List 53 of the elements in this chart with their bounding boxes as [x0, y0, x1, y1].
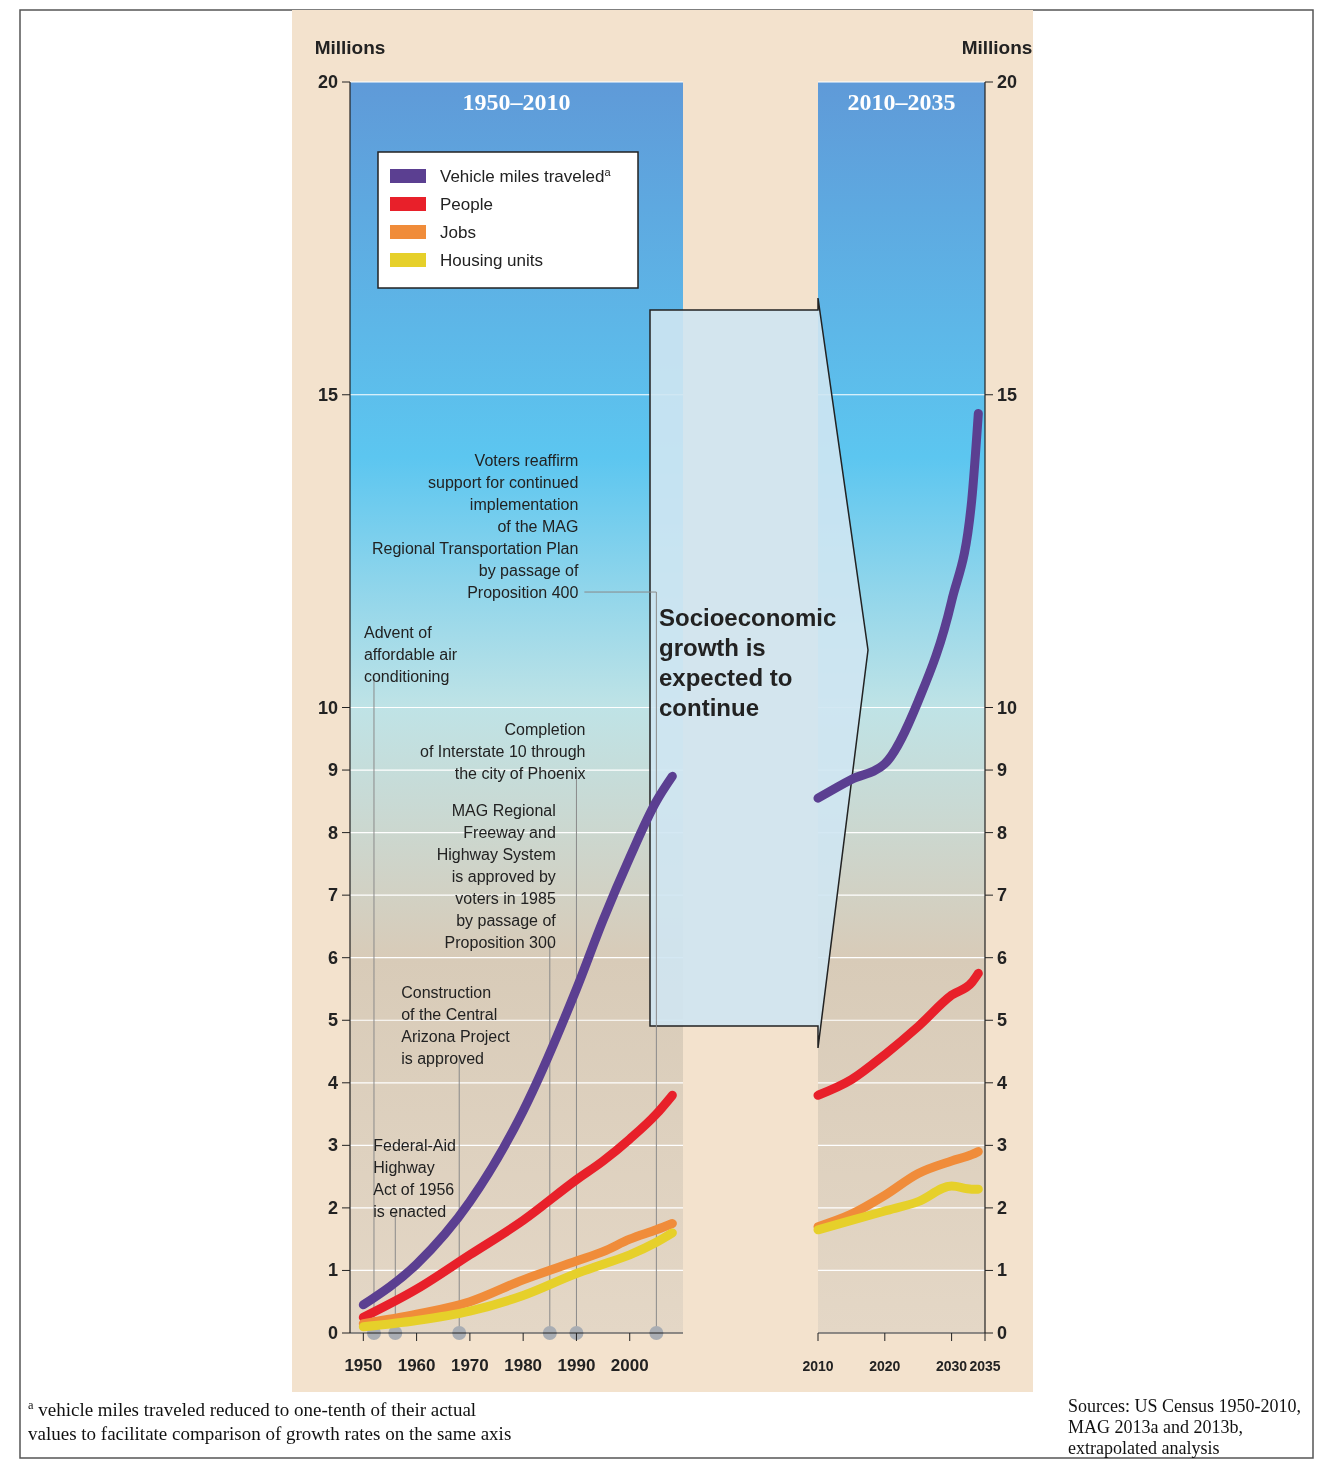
legend-label: Jobs — [440, 223, 476, 242]
x-tick-label: 2000 — [610, 1356, 649, 1375]
y-tick-label: 4 — [997, 1072, 1008, 1093]
y-tick-label: 8 — [327, 822, 338, 843]
y-tick-label: 5 — [997, 1010, 1008, 1031]
y-tick-label: 9 — [327, 760, 338, 781]
y-tick-label: 3 — [327, 1135, 338, 1156]
y-tick-label: 0 — [997, 1323, 1008, 1343]
y-tick-label: 15 — [317, 384, 338, 405]
y-tick-label: 2 — [327, 1197, 338, 1218]
y-tick-label: 9 — [997, 760, 1008, 781]
ref-line-label: Advent of affordable air conditioning — [363, 624, 458, 686]
y-tick-label: 1 — [327, 1260, 338, 1281]
ref-line-label: Voters reaffirm support for continued implementation of the MAG Regional Transportation Plan by passage of Proposition 400 — [372, 452, 579, 602]
y-axis-title: Millions — [961, 37, 1033, 58]
annotation: Socioeconomic growth is expected to continue — [659, 604, 837, 721]
legend-label: Vehicle miles traveled$^{a}$ — [440, 166, 612, 186]
y-tick-label: 7 — [997, 885, 1008, 906]
source-note: Sources: US Census 1950-2010, MAG 2013a and 2013b, extrapolated analysis — [1068, 1396, 1301, 1458]
x-tick-label: 2010 — [802, 1358, 834, 1374]
y-tick-label: 0 — [327, 1323, 338, 1343]
x-tick-label: 1970 — [450, 1356, 489, 1375]
x-tick-label: 1980 — [504, 1356, 543, 1375]
chart-title: 2010–2035 — [847, 89, 956, 115]
x-tick-label: 2020 — [869, 1358, 901, 1374]
y-tick-label: 2 — [997, 1197, 1008, 1218]
chart-title: 1950–2010 — [462, 89, 571, 115]
x-tick-label: 2035 — [969, 1358, 1001, 1374]
y-axis-title: Millions — [314, 37, 386, 58]
legend-label: People — [440, 195, 493, 214]
y-tick-label: 7 — [327, 885, 338, 906]
x-tick-label: 1990 — [557, 1356, 596, 1375]
x-tick-label: 1960 — [397, 1356, 436, 1375]
y-tick-label: 1 — [997, 1260, 1008, 1281]
y-tick-label: 10 — [997, 697, 1018, 718]
y-tick-label: 8 — [997, 822, 1008, 843]
y-tick-label: 15 — [997, 384, 1018, 405]
x-tick-label: 1950 — [344, 1356, 383, 1375]
text: $^{a}$ vehicle miles traveled reduced to one-tenth of their actual values to facilitate comparison of growth rates on the same axis — [28, 1398, 512, 1444]
y-tick-label: 4 — [327, 1072, 338, 1093]
ref-line-label: Federal-Aid Highway Act of 1956 is enacted — [373, 1137, 456, 1221]
legend-label: Housing units — [440, 251, 544, 270]
y-tick-label: 20 — [997, 72, 1018, 92]
y-tick-label: 20 — [317, 72, 338, 92]
y-tick-label: 5 — [327, 1010, 338, 1031]
ref-line-label: MAG Regional Freeway and Highway System is approved by voters in 1985 by passage of Proposition 300 — [436, 802, 557, 952]
y-tick-label: 10 — [317, 697, 338, 718]
y-tick-label: 3 — [997, 1135, 1008, 1156]
y-tick-label: 6 — [327, 947, 338, 968]
ref-line-label: Completion of Interstate 10 through the city of Phoenix — [419, 721, 586, 783]
y-tick-label: 6 — [997, 947, 1008, 968]
x-tick-label: 2030 — [936, 1358, 968, 1374]
ref-line-label: Construction of the Central Arizona Project is approved — [401, 984, 511, 1068]
